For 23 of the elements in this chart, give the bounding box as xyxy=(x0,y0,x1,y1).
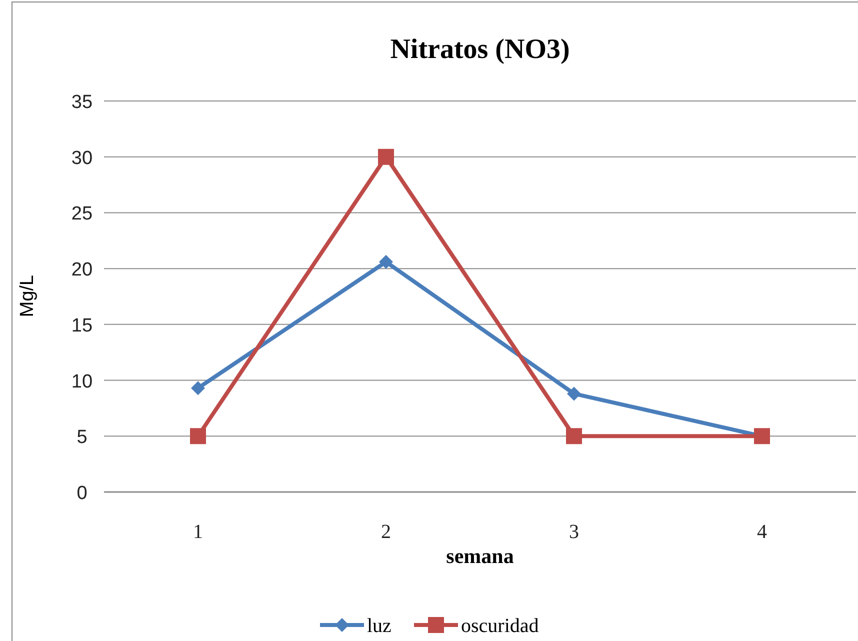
y-tick-label: 0 xyxy=(76,483,88,504)
legend-label: oscuridad xyxy=(461,615,539,637)
point xyxy=(191,381,205,396)
y-tick-label: 20 xyxy=(71,260,93,281)
y-tick-label: 35 xyxy=(71,92,93,113)
y-tick-label: 25 xyxy=(71,204,93,225)
x-tick-label: 3 xyxy=(569,521,579,543)
x-axis-title: semana xyxy=(446,544,514,568)
y-tick-label: 5 xyxy=(76,427,88,448)
y-tick-label: 15 xyxy=(71,315,93,336)
point xyxy=(567,386,581,401)
legend-label: luz xyxy=(367,615,392,637)
x-tick-label: 4 xyxy=(757,521,767,543)
x-tick-label: 2 xyxy=(381,521,391,543)
point xyxy=(378,148,394,165)
chart-title: Nitratos (NO3) xyxy=(390,34,570,65)
y-axis-title: Mg/L xyxy=(17,274,38,318)
x-tick-label: 1 xyxy=(193,521,203,543)
point xyxy=(190,428,206,444)
point xyxy=(566,428,582,444)
y-tick-label: 30 xyxy=(71,148,93,169)
y-tick-label: 10 xyxy=(71,371,93,392)
point xyxy=(379,254,393,269)
